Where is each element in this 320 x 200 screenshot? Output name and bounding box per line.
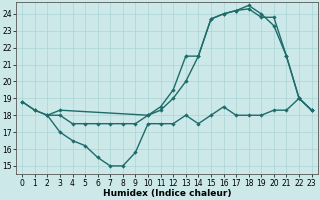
X-axis label: Humidex (Indice chaleur): Humidex (Indice chaleur) bbox=[103, 189, 231, 198]
